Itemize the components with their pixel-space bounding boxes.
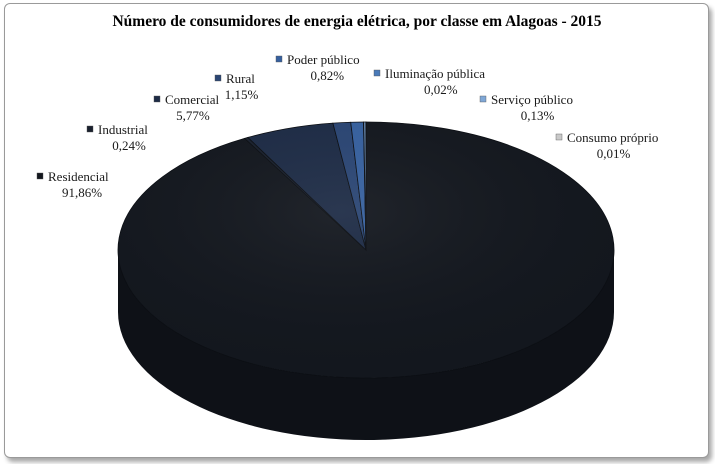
slice-value-servico-publico: 0,13% (521, 108, 555, 123)
slice-label-servico-publico: Serviço público (491, 92, 573, 107)
legend-swatch-servico-publico (479, 95, 487, 103)
slice-value-poder-publico: 0,82% (311, 68, 345, 83)
slice-label-comercial: Comercial (165, 92, 220, 107)
legend-swatch-rural (214, 74, 222, 82)
slice-value-comercial: 5,77% (176, 108, 210, 123)
legend-swatch-consumo-proprio (555, 133, 563, 141)
legend-swatch-poder-publico (275, 55, 283, 63)
pie-labels: Residencial91,86%Industrial0,24%Comercia… (36, 52, 658, 200)
pie-sheen (118, 122, 614, 378)
legend-swatch-iluminacao-publica (373, 69, 381, 77)
slice-value-rural: 1,15% (225, 87, 259, 102)
legend-swatch-residencial (36, 172, 44, 180)
slice-label-industrial: Industrial (98, 122, 148, 137)
slice-label-consumo-proprio: Consumo próprio (567, 130, 658, 145)
slice-value-industrial: 0,24% (112, 138, 146, 153)
slice-value-consumo-proprio: 0,01% (597, 146, 631, 161)
slice-value-residencial: 91,86% (62, 185, 102, 200)
legend-swatch-comercial (153, 95, 161, 103)
slice-label-residencial: Residencial (48, 169, 109, 184)
slice-label-iluminacao-publica: Iluminação pública (385, 66, 485, 81)
slice-side-residencial (118, 250, 614, 440)
legend-swatch-industrial (86, 125, 94, 133)
chart-title: Número de consumidores de energia elétri… (112, 13, 601, 30)
slice-label-poder-publico: Poder público (287, 52, 360, 67)
pie-depth (118, 250, 614, 440)
slice-value-iluminacao-publica: 0,02% (424, 82, 458, 97)
pie-top (117, 121, 615, 379)
slice-label-rural: Rural (226, 71, 255, 86)
